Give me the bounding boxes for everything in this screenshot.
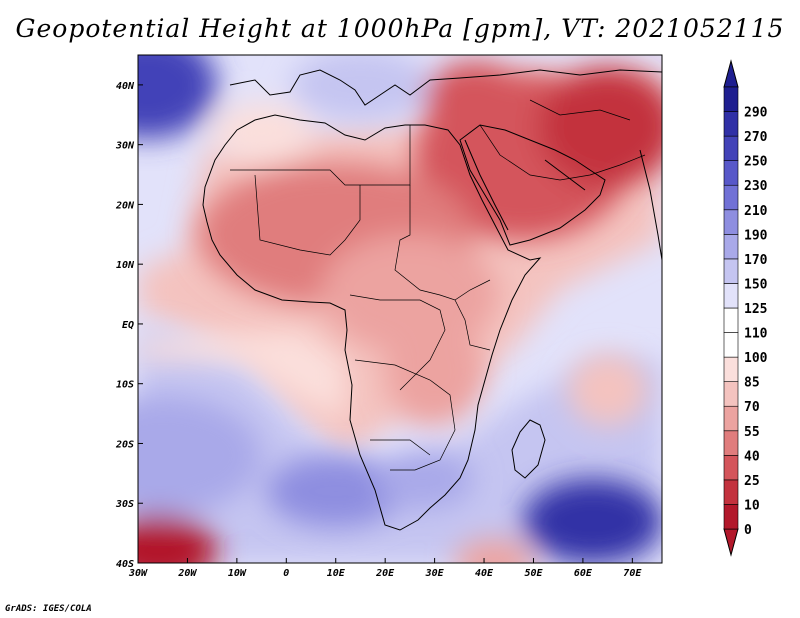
colorbar-swatch <box>723 258 739 284</box>
field-blob <box>138 515 218 563</box>
field-blob <box>523 479 662 563</box>
latitude-axis: 40N 30N 20N 10N EQ 10S 20S 30S 40S <box>115 81 143 570</box>
field-blob <box>138 395 262 516</box>
lon-tick-label: 70E <box>623 568 642 579</box>
border-line <box>394 185 491 301</box>
lon-tick-label: 60E <box>574 568 593 579</box>
colorbar-swatch <box>723 405 739 432</box>
europe-coastline <box>229 69 662 106</box>
colorbar-swatch <box>723 283 739 309</box>
colorbar-label: 55 <box>744 425 760 440</box>
africa-coastline <box>202 114 542 531</box>
lon-tick-label: 30W <box>128 568 148 579</box>
border-line <box>454 299 491 351</box>
lon-tick-label: 20W <box>177 568 197 579</box>
lon-tick-label: 10E <box>327 568 346 579</box>
colorbar-label: 110 <box>744 327 768 342</box>
field-blob <box>538 66 662 187</box>
border-line <box>479 124 646 181</box>
colorbar-swatch <box>723 332 739 358</box>
colorbar-low-arrow <box>723 528 739 557</box>
colorbar-label: 70 <box>744 400 760 415</box>
border-line <box>529 99 631 121</box>
colorbar-label: 125 <box>744 302 767 317</box>
colorbar-swatch <box>723 135 739 161</box>
colorbar-label: 290 <box>744 106 768 121</box>
colorbar-swatch <box>723 184 739 211</box>
red-sea-coastline <box>464 139 509 231</box>
coastlines <box>202 69 662 531</box>
lat-tick-label: 30S <box>115 499 134 510</box>
lat-tick-label: 40N <box>116 81 135 92</box>
lat-tick-label: 20S <box>115 439 134 450</box>
colorbar-label: 270 <box>744 130 768 145</box>
lon-tick-label: 20E <box>375 568 395 579</box>
border-line <box>354 359 456 471</box>
plot-frame <box>137 54 663 564</box>
longitude-axis: 30W 20W 10W 0 10E 20E 30E 40E 50E 60E 70E <box>128 558 642 579</box>
field-blob <box>266 455 405 528</box>
field-neutral-region <box>138 330 345 420</box>
colorbar-swatch <box>723 234 739 260</box>
colorbar-label: 170 <box>744 253 768 268</box>
colorbar-label: 85 <box>744 376 760 391</box>
colorbar-high-arrow <box>723 59 739 88</box>
colorbar-swatch <box>723 381 739 407</box>
colorbar-swatch <box>723 111 739 137</box>
colorbar-swatch <box>723 209 739 235</box>
field-blob <box>454 539 534 563</box>
madagascar-coastline <box>511 419 546 479</box>
lon-tick-label: 0 <box>283 568 289 579</box>
colorbar-swatch <box>723 86 739 112</box>
lon-tick-label: 10W <box>228 568 247 579</box>
colorbar-label: 10 <box>744 498 760 513</box>
lat-tick-label: 10S <box>116 380 134 391</box>
persian-gulf-coastline <box>544 159 586 191</box>
colorbar-swatch <box>723 160 739 186</box>
border-line <box>230 125 411 186</box>
lat-tick-label: 10N <box>116 260 135 271</box>
colorbar-swatch <box>723 455 739 481</box>
colorbar-label: 190 <box>744 228 768 243</box>
lat-tick-label: 20N <box>115 200 135 211</box>
colorbar-label: 0 <box>744 523 752 538</box>
colorbar-label: 210 <box>744 204 768 219</box>
india-coastline <box>639 149 662 261</box>
colorbar-swatch <box>723 307 739 333</box>
colorbar-label: 250 <box>744 155 768 170</box>
height-field <box>138 55 662 563</box>
field-blob <box>568 353 648 426</box>
field-blob <box>291 55 430 121</box>
field-blob <box>138 55 218 139</box>
lat-tick-label: EQ <box>122 320 134 331</box>
colorbar-swatch <box>723 504 739 530</box>
colorbar-label: 25 <box>744 474 760 489</box>
colorbar-swatch <box>723 479 739 505</box>
lat-tick-label: 30N <box>115 141 135 152</box>
border-line <box>349 294 446 391</box>
colorbar-label: 230 <box>744 179 768 194</box>
lat-tick-label: 40S <box>116 559 134 570</box>
border-line <box>370 439 431 456</box>
colorbar-swatch <box>723 356 739 382</box>
colorbar-label: 40 <box>744 449 760 464</box>
arabia-coastline <box>459 124 606 246</box>
colorbar-label: 100 <box>744 351 768 366</box>
field-blob <box>385 317 485 426</box>
chart-title: Geopotential Height at 1000hPa [gpm], VT… <box>15 14 785 43</box>
grads-credit: GrADS: IGES/COLA <box>5 604 92 614</box>
border-line <box>254 174 361 256</box>
lon-tick-label: 50E <box>524 568 543 579</box>
field-blob <box>375 449 475 510</box>
country-borders <box>230 99 646 471</box>
colorbar-label: 150 <box>744 277 768 292</box>
lon-tick-label: 40E <box>475 568 494 579</box>
lon-tick-label: 30E <box>425 568 445 579</box>
colorbar-swatch <box>723 430 739 456</box>
